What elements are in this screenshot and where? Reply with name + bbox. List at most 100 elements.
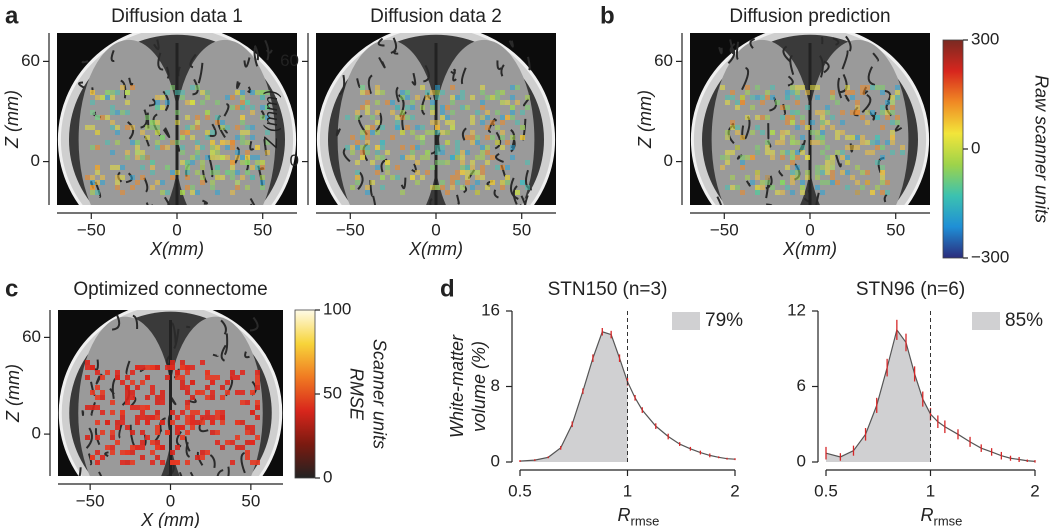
voxel-overlay bbox=[170, 175, 175, 180]
voxel-overlay bbox=[210, 140, 215, 145]
voxel-overlay bbox=[100, 410, 105, 415]
voxel-overlay bbox=[95, 370, 100, 375]
voxel-overlay bbox=[210, 130, 215, 135]
y-tick-label: 8 bbox=[491, 376, 500, 395]
voxel-overlay bbox=[175, 460, 180, 465]
voxel-overlay bbox=[265, 130, 270, 135]
voxel-overlay bbox=[235, 155, 240, 160]
voxel-overlay bbox=[155, 95, 160, 100]
voxel-overlay bbox=[805, 90, 810, 95]
sulcus bbox=[377, 37, 385, 47]
voxel-overlay bbox=[135, 405, 140, 410]
voxel-overlay bbox=[110, 110, 115, 115]
voxel-overlay bbox=[845, 135, 850, 140]
voxel-overlay bbox=[120, 450, 125, 455]
voxel-overlay bbox=[765, 90, 770, 95]
sulcus bbox=[235, 81, 241, 90]
voxel-overlay bbox=[500, 135, 505, 140]
sulcus bbox=[357, 171, 364, 190]
voxel-overlay bbox=[85, 360, 90, 365]
voxel-overlay bbox=[855, 190, 860, 195]
voxel-overlay bbox=[720, 85, 725, 90]
voxel-overlay bbox=[370, 160, 375, 165]
voxel-overlay bbox=[215, 410, 220, 415]
voxel-overlay bbox=[820, 180, 825, 185]
panel-title: Diffusion data 1 bbox=[111, 6, 243, 27]
x-axis-label: R bbox=[921, 505, 934, 525]
voxel-overlay bbox=[245, 170, 250, 175]
voxel-overlay bbox=[450, 110, 455, 115]
voxel-overlay bbox=[890, 120, 895, 125]
voxel-overlay bbox=[860, 90, 865, 95]
x-axis-label: X(mm) bbox=[149, 239, 204, 259]
brain-image bbox=[316, 33, 556, 205]
voxel-overlay bbox=[435, 95, 440, 100]
voxel-overlay bbox=[480, 85, 485, 90]
voxel-overlay bbox=[750, 105, 755, 110]
voxel-overlay bbox=[765, 115, 770, 120]
voxel-overlay bbox=[510, 115, 515, 120]
voxel-overlay bbox=[875, 85, 880, 90]
sulcus bbox=[789, 54, 795, 75]
voxel-overlay bbox=[445, 120, 450, 125]
voxel-overlay bbox=[820, 150, 825, 155]
voxel-overlay bbox=[180, 150, 185, 155]
voxel-overlay bbox=[155, 415, 160, 420]
voxel-overlay bbox=[395, 175, 400, 180]
voxel-overlay bbox=[380, 140, 385, 145]
voxel-overlay bbox=[800, 115, 805, 120]
voxel-overlay bbox=[255, 165, 260, 170]
voxel-overlay bbox=[265, 105, 270, 110]
sulcus bbox=[189, 471, 194, 476]
voxel-overlay bbox=[90, 190, 95, 195]
voxel-overlay bbox=[855, 135, 860, 140]
colorbar bbox=[294, 309, 316, 479]
voxel-overlay bbox=[795, 110, 800, 115]
voxel-overlay bbox=[175, 370, 180, 375]
voxel-overlay bbox=[880, 105, 885, 110]
voxel-overlay bbox=[225, 170, 230, 175]
voxel-overlay bbox=[180, 135, 185, 140]
voxel-overlay bbox=[190, 85, 195, 90]
voxel-overlay bbox=[510, 95, 515, 100]
voxel-overlay bbox=[740, 135, 745, 140]
voxel-overlay bbox=[780, 190, 785, 195]
voxel-overlay bbox=[120, 110, 125, 115]
voxel-overlay bbox=[185, 115, 190, 120]
voxel-overlay bbox=[185, 420, 190, 425]
voxel-overlay bbox=[215, 165, 220, 170]
sulcus bbox=[170, 396, 177, 406]
voxel-overlay bbox=[195, 115, 200, 120]
voxel-overlay bbox=[115, 130, 120, 135]
voxel-overlay bbox=[780, 155, 785, 160]
voxel-overlay bbox=[825, 160, 830, 165]
voxel-overlay bbox=[145, 135, 150, 140]
voxel-overlay bbox=[175, 90, 180, 95]
voxel-overlay bbox=[100, 390, 105, 395]
voxel-overlay bbox=[380, 155, 385, 160]
sulcus bbox=[766, 215, 772, 236]
voxel-overlay bbox=[800, 85, 805, 90]
voxel-overlay bbox=[415, 145, 420, 150]
voxel-overlay bbox=[745, 175, 750, 180]
voxel-overlay bbox=[510, 155, 515, 160]
voxel-overlay bbox=[140, 440, 145, 445]
voxel-overlay bbox=[790, 110, 795, 115]
voxel-overlay bbox=[205, 115, 210, 120]
sulcus bbox=[832, 37, 840, 46]
voxel-overlay bbox=[840, 150, 845, 155]
voxel-overlay bbox=[205, 370, 210, 375]
voxel-overlay bbox=[410, 100, 415, 105]
voxel-overlay bbox=[820, 130, 825, 135]
voxel-overlay bbox=[240, 90, 245, 95]
voxel-overlay bbox=[250, 410, 255, 415]
voxel-overlay bbox=[515, 190, 520, 195]
voxel-overlay bbox=[420, 140, 425, 145]
voxel-overlay bbox=[175, 415, 180, 420]
voxel-overlay bbox=[880, 125, 885, 130]
voxel-overlay bbox=[140, 130, 145, 135]
voxel-overlay bbox=[255, 145, 260, 150]
shaded-area bbox=[826, 329, 931, 462]
voxel-overlay bbox=[345, 145, 350, 150]
voxel-overlay bbox=[845, 160, 850, 165]
